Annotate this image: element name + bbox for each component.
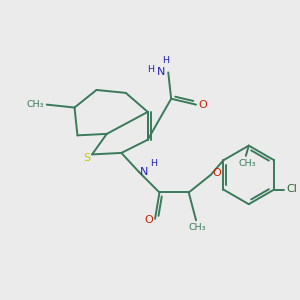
Text: O: O (213, 168, 221, 178)
Text: N: N (157, 68, 165, 77)
Text: Cl: Cl (286, 184, 297, 194)
Text: H: H (150, 159, 157, 168)
Text: S: S (83, 153, 90, 163)
Text: N: N (140, 167, 148, 177)
Text: CH₃: CH₃ (238, 159, 256, 168)
Text: H: H (162, 56, 169, 65)
Text: O: O (144, 215, 153, 225)
Text: CH₃: CH₃ (189, 223, 206, 232)
Text: O: O (198, 100, 207, 110)
Text: CH₃: CH₃ (27, 100, 44, 109)
Text: H: H (147, 65, 154, 74)
